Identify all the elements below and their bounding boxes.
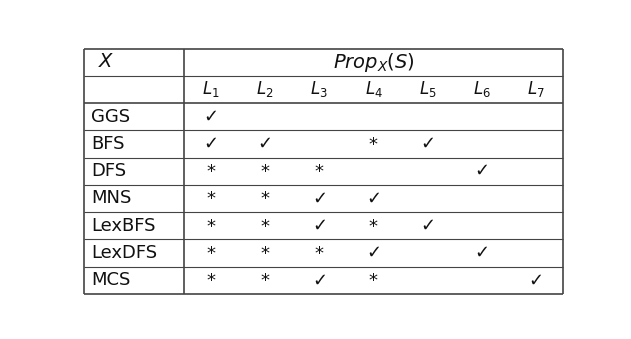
Text: ✓: ✓ (204, 108, 219, 126)
Text: MCS: MCS (91, 271, 131, 289)
Text: $*$: $*$ (260, 163, 271, 179)
Text: $L_7$: $L_7$ (527, 79, 545, 99)
Text: $*$: $*$ (314, 245, 324, 261)
Text: $*$: $*$ (206, 272, 216, 288)
Text: $*$: $*$ (260, 218, 271, 234)
Text: ✓: ✓ (257, 135, 273, 153)
Text: $*$: $*$ (206, 245, 216, 261)
Text: $*$: $*$ (260, 245, 271, 261)
Text: $L_4$: $L_4$ (365, 79, 382, 99)
Text: $*$: $*$ (206, 191, 216, 206)
Text: $*$: $*$ (206, 218, 216, 234)
Text: $*$: $*$ (369, 218, 379, 234)
Text: $\mathit{X}$: $\mathit{X}$ (98, 53, 115, 71)
Text: ✓: ✓ (366, 190, 381, 207)
Text: $*$: $*$ (369, 136, 379, 152)
Text: ✓: ✓ (312, 271, 327, 289)
Text: ✓: ✓ (204, 135, 219, 153)
Text: $L_5$: $L_5$ (419, 79, 437, 99)
Text: ✓: ✓ (312, 190, 327, 207)
Text: $L_6$: $L_6$ (473, 79, 491, 99)
Text: $L_1$: $L_1$ (203, 79, 220, 99)
Text: ✓: ✓ (528, 271, 543, 289)
Text: $*$: $*$ (314, 163, 324, 179)
Text: $*$: $*$ (260, 272, 271, 288)
Text: DFS: DFS (91, 162, 126, 180)
Text: $*$: $*$ (206, 163, 216, 179)
Text: ✓: ✓ (312, 217, 327, 235)
Text: $L_2$: $L_2$ (256, 79, 274, 99)
Text: $*$: $*$ (260, 191, 271, 206)
Text: GGS: GGS (91, 108, 130, 126)
Text: ✓: ✓ (366, 244, 381, 262)
Text: ✓: ✓ (475, 162, 490, 180)
Text: MNS: MNS (91, 190, 131, 207)
Text: ✓: ✓ (475, 244, 490, 262)
Text: LexBFS: LexBFS (91, 217, 156, 235)
Text: $*$: $*$ (369, 272, 379, 288)
Text: ✓: ✓ (420, 217, 435, 235)
Text: LexDFS: LexDFS (91, 244, 157, 262)
Text: $L_3$: $L_3$ (310, 79, 328, 99)
Text: BFS: BFS (91, 135, 124, 153)
Text: $\mathit{Prop}_X(S)$: $\mathit{Prop}_X(S)$ (333, 51, 415, 74)
Text: ✓: ✓ (420, 135, 435, 153)
